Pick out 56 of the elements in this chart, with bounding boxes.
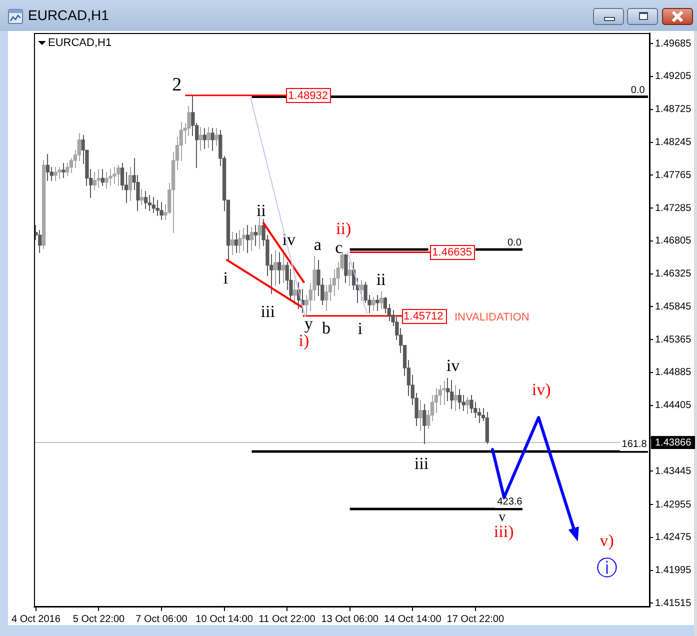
annotation: iii xyxy=(260,302,276,321)
annotation: 1.46635 xyxy=(432,246,472,259)
annotation: 1.48932 xyxy=(288,90,328,102)
y-tick-label: 1.45365 xyxy=(655,334,692,346)
y-tick-label: 1.48725 xyxy=(655,104,692,116)
annotation: v) xyxy=(600,530,614,550)
y-tick-label: 1.46325 xyxy=(655,268,692,280)
candlestick xyxy=(54,167,58,181)
annotation: ii xyxy=(256,200,266,220)
annotation: ii xyxy=(376,270,386,289)
y-tick-label: 1.43445 xyxy=(655,466,692,477)
candlestick xyxy=(62,163,66,178)
annotation: iv xyxy=(282,230,296,249)
y-tick-label: 1.46805 xyxy=(655,236,692,247)
annotation: iii xyxy=(414,454,429,473)
annotation: 161.8 xyxy=(622,438,648,450)
y-tick-label: 1.49685 xyxy=(655,38,692,50)
annotation: 423.6 xyxy=(497,496,523,508)
y-tick-label: 1.44885 xyxy=(655,367,692,378)
annotation: y xyxy=(304,314,314,333)
annotation: iv) xyxy=(532,380,551,399)
y-tick-label: 1.45845 xyxy=(655,301,692,312)
annotation: INVALIDATION xyxy=(454,312,530,324)
x-tick-label: 10 Oct 14:00 xyxy=(196,614,254,625)
chart-title: EURCAD,H1 xyxy=(48,37,112,50)
x-tick-label: 14 Oct 14:00 xyxy=(384,614,442,625)
annotation: 1.45712 xyxy=(404,310,444,322)
y-tick-label: 1.47765 xyxy=(655,170,692,181)
y-tick-label: 1.42955 xyxy=(655,499,692,510)
y-tick-label: 1.47285 xyxy=(655,202,692,214)
annotation: 0.0 xyxy=(507,238,522,249)
annotation: c xyxy=(335,238,344,258)
annotation: b xyxy=(322,318,331,338)
annotation: 2 xyxy=(172,74,182,96)
x-tick-label: 17 Oct 22:00 xyxy=(446,614,504,625)
x-tick-label: 13 Oct 06:00 xyxy=(321,614,379,625)
x-tick-label: 4 Oct 2016 xyxy=(12,614,61,625)
annotation: i xyxy=(358,318,363,338)
y-tick-label: 1.42475 xyxy=(655,532,692,544)
candlestick xyxy=(58,167,62,179)
x-tick-label: 5 Oct 22:00 xyxy=(72,614,126,625)
x-tick-label: 11 Oct 22:00 xyxy=(258,614,316,625)
y-tick-label: 1.41515 xyxy=(655,598,692,609)
annotation: ⓘ xyxy=(596,556,618,580)
annotation: ii) xyxy=(336,219,352,238)
y-tick-label: 1.48245 xyxy=(655,137,692,148)
x-tick-label: 7 Oct 06:00 xyxy=(136,614,188,625)
annotation: i xyxy=(223,268,228,288)
y-tick-label: 1.49205 xyxy=(655,71,692,82)
annotation: iv xyxy=(446,356,460,375)
y-tick-label: 1.41995 xyxy=(655,565,692,576)
annotation: a xyxy=(314,234,322,254)
ref-line-label: 1.43866 xyxy=(655,437,692,448)
annotation: 0.0 xyxy=(630,84,646,96)
chart-title: EURCAD,H1 xyxy=(28,7,109,23)
y-tick-label: 1.44405 xyxy=(655,400,692,412)
